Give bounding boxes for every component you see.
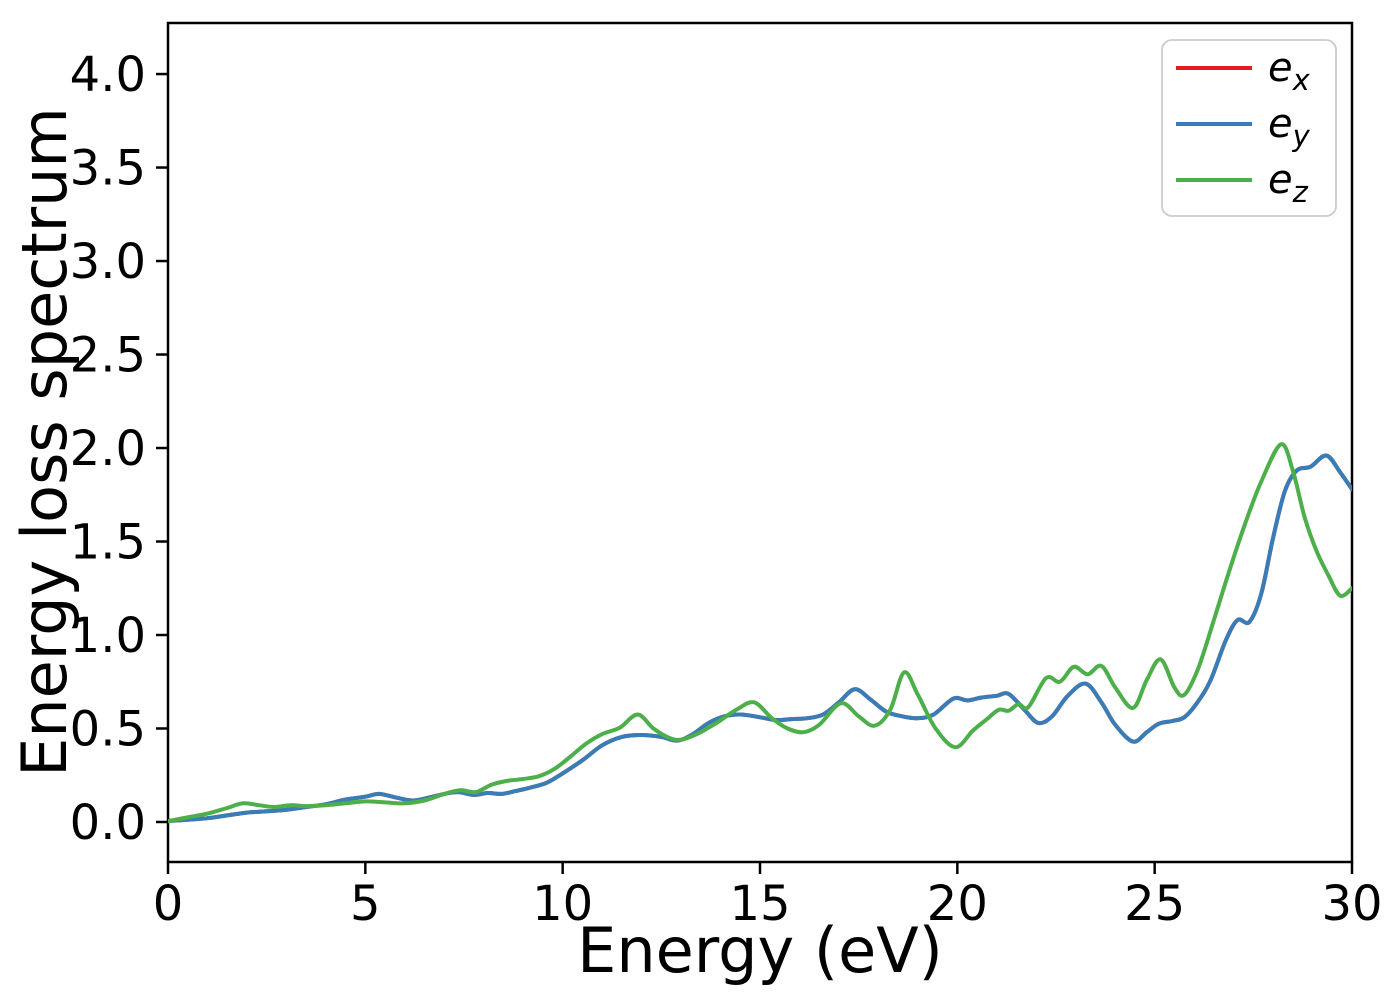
x-axis-label: Energy (eV) (577, 914, 943, 987)
x-tick-label: 10 (532, 876, 593, 932)
series-lines (168, 442, 1352, 824)
x-tick-label: 20 (927, 876, 988, 932)
y-axis-label: Energy loss spectrum (8, 107, 81, 777)
x-axis: 0 5 10 15 20 25 30 (153, 862, 1383, 932)
y-tick-label: 2.5 (70, 328, 146, 384)
y-axis: 0.0 0.5 1.0 1.5 2.0 2.5 3.0 3.5 4.0 (70, 47, 168, 851)
y-tick-label: 0.5 (70, 701, 146, 757)
y-tick-label: 0.0 (70, 795, 146, 851)
legend-label-ez: ez (1268, 157, 1309, 209)
legend-entry-ex: ex (1176, 45, 1311, 97)
x-tick-label: 0 (153, 876, 184, 932)
x-tick-label: 25 (1124, 876, 1185, 932)
y-tick-label: 4.0 (70, 47, 146, 103)
x-tick-label: 15 (729, 876, 790, 932)
x-tick-label: 5 (350, 876, 381, 932)
legend-label-ex: ex (1268, 45, 1311, 97)
y-tick-label: 1.0 (70, 608, 146, 664)
series-ex-line (168, 453, 1352, 824)
series-ez-line (168, 442, 1352, 824)
y-tick-label: 2.0 (70, 421, 146, 477)
legend: ex ey ez (1161, 39, 1337, 217)
series-ey-line (168, 453, 1352, 824)
legend-entry-ez: ez (1176, 157, 1309, 209)
y-tick-label: 1.5 (70, 515, 146, 571)
y-tick-label: 3.0 (70, 234, 146, 290)
y-tick-label: 3.5 (70, 141, 146, 197)
legend-label-ey: ey (1268, 101, 1311, 153)
legend-box (1161, 39, 1337, 217)
x-tick-label: 30 (1321, 876, 1382, 932)
legend-entry-ey: ey (1176, 101, 1311, 153)
